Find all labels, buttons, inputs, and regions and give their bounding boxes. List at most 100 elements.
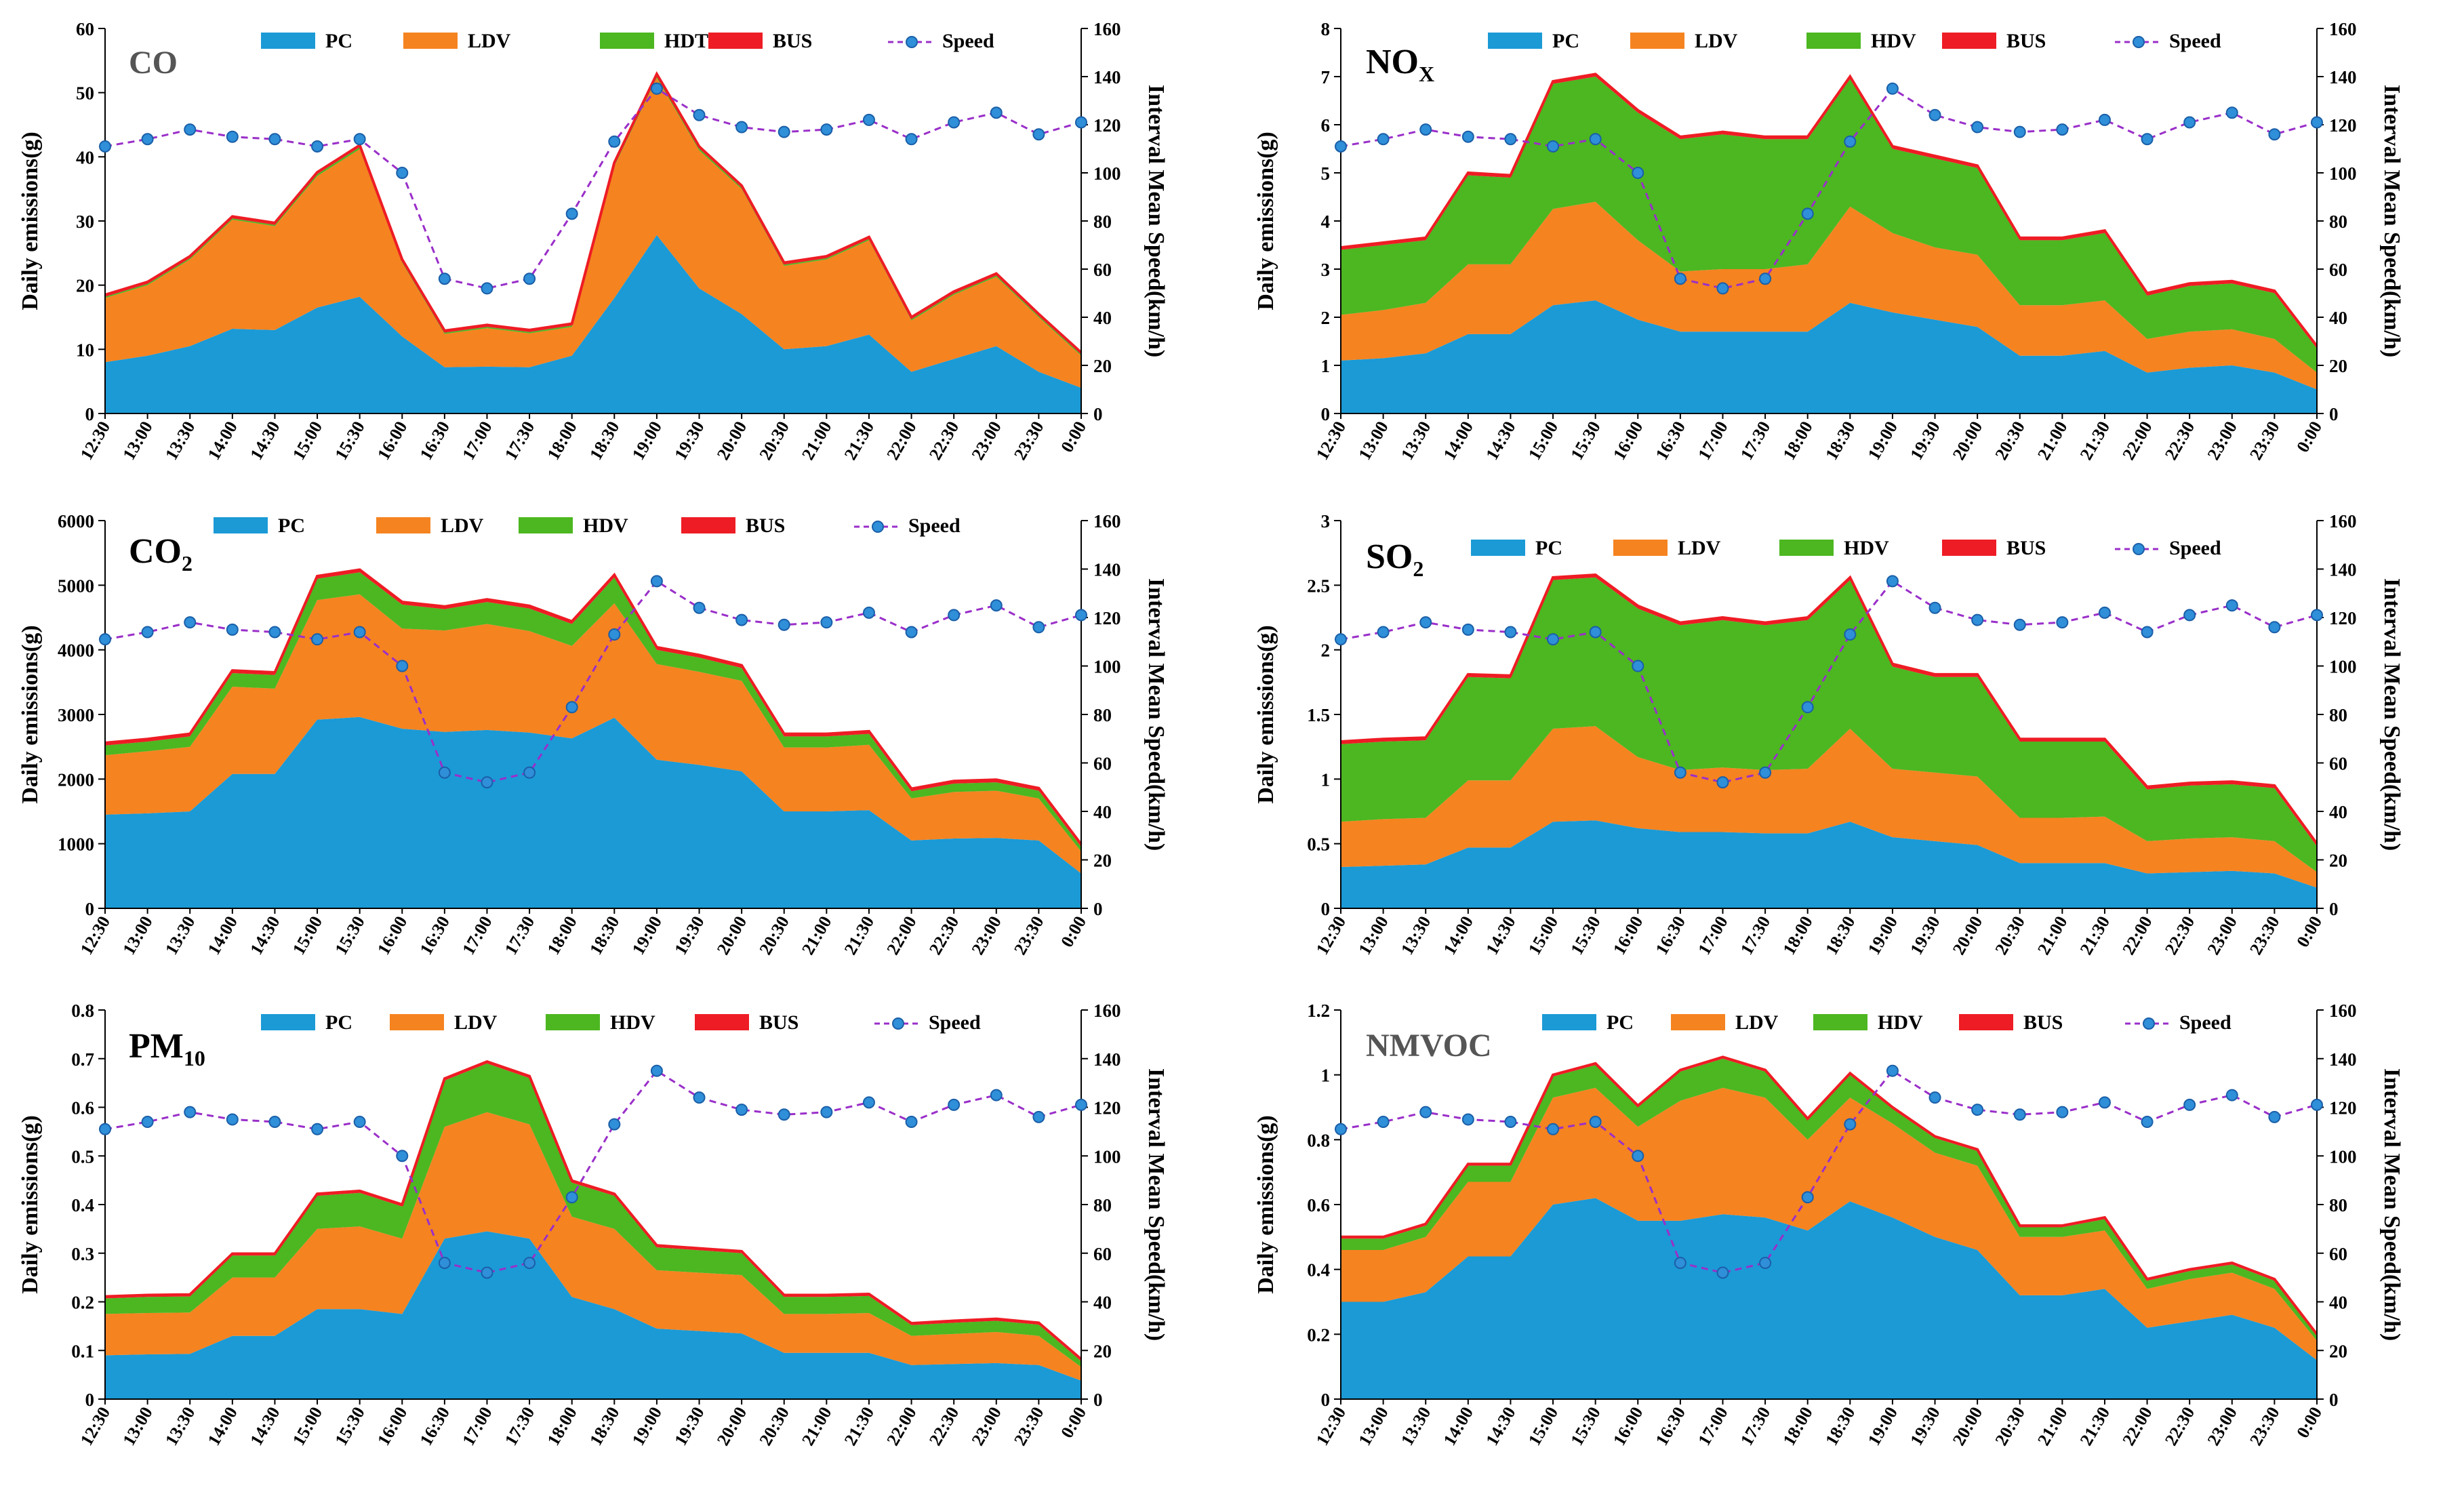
speed-point xyxy=(353,626,366,639)
x-tick-label: 20:00 xyxy=(1949,913,1986,958)
x-tick-label: 18:30 xyxy=(1821,1404,1859,1449)
x-tick-label: 16:30 xyxy=(416,1404,453,1449)
speed-point xyxy=(862,1096,875,1109)
speed-point xyxy=(2013,1108,2026,1121)
speed-point xyxy=(1419,616,1432,629)
x-tick-label: 20:30 xyxy=(1991,418,2028,464)
x-tick-label: 15:00 xyxy=(289,913,326,958)
speed-point xyxy=(2098,606,2111,619)
y2-tick-label: 160 xyxy=(2329,511,2357,531)
area-pc xyxy=(1341,820,2317,908)
y-tick-label: 3 xyxy=(1321,511,1331,531)
y2-tick-label: 140 xyxy=(2329,560,2357,580)
y-tick-label: 0.1 xyxy=(71,1341,94,1361)
legend-marker-speed xyxy=(2143,1017,2155,1030)
legend-label-pc: PC xyxy=(1552,30,1579,52)
speed-point xyxy=(905,1116,918,1129)
legend-swatch-hdv xyxy=(519,517,573,533)
y-tick-label: 0.3 xyxy=(71,1244,94,1264)
speed-point xyxy=(1461,623,1474,636)
x-tick-label: 21:00 xyxy=(798,913,835,958)
speed-point xyxy=(2098,113,2111,126)
speed-point xyxy=(1759,766,1772,779)
x-tick-label: 19:30 xyxy=(670,1404,708,1449)
x-tick-label: 16:00 xyxy=(1609,913,1647,958)
y2-tick-label: 60 xyxy=(2329,754,2347,774)
speed-point xyxy=(1674,766,1687,779)
speed-point xyxy=(2225,1089,2238,1102)
legend-marker-speed xyxy=(892,1017,904,1030)
y-tick-label: 60 xyxy=(76,19,94,39)
legend-marker-speed xyxy=(2133,543,2145,555)
y2-tick-label: 120 xyxy=(2329,115,2357,136)
y2-tick-label: 140 xyxy=(1093,560,1121,580)
y2-axis-title: Interval Mean Speed(km/h) xyxy=(1144,1068,1169,1341)
x-tick-label: 12:30 xyxy=(1312,913,1350,958)
y2-tick-label: 60 xyxy=(2329,260,2347,280)
speed-point xyxy=(1928,601,1941,614)
speed-point xyxy=(820,123,833,136)
speed-point xyxy=(1504,1116,1517,1129)
speed-point xyxy=(1377,133,1390,146)
speed-point xyxy=(2268,1110,2281,1123)
speed-point xyxy=(1632,167,1644,179)
chart-title: SO2 xyxy=(1366,538,1423,581)
y-tick-label: 1.2 xyxy=(1307,1001,1330,1021)
x-tick-label: 21:00 xyxy=(798,418,835,464)
speed-point xyxy=(2098,1096,2111,1109)
x-tick-label: 13:30 xyxy=(161,418,199,464)
speed-point xyxy=(948,1098,961,1111)
y2-tick-label: 0 xyxy=(2329,899,2339,919)
x-tick-label: 17:00 xyxy=(1694,1404,1731,1449)
x-tick-label: 18:00 xyxy=(543,1404,580,1449)
speed-point xyxy=(396,1150,409,1163)
y-tick-label: 2 xyxy=(1321,308,1331,328)
y2-tick-label: 40 xyxy=(2329,308,2347,328)
speed-point xyxy=(1589,133,1602,146)
y2-tick-label: 120 xyxy=(2329,608,2357,628)
y2-tick-label: 40 xyxy=(1093,308,1112,328)
y2-tick-label: 40 xyxy=(1093,1293,1112,1313)
legend-label-speed: Speed xyxy=(908,514,961,537)
legend-swatch-ldv xyxy=(1613,540,1668,556)
y-axis-title: Daily emissions(g) xyxy=(1253,1115,1278,1294)
speed-point xyxy=(1844,135,1857,148)
x-tick-label: 15:30 xyxy=(1567,1404,1604,1449)
x-tick-label: 16:00 xyxy=(373,418,411,464)
y2-tick-label: 20 xyxy=(2329,851,2347,871)
y-axis-title: Daily emissions(g) xyxy=(1253,625,1278,804)
speed-point xyxy=(268,626,281,639)
x-tick-label: 17:00 xyxy=(1694,418,1731,464)
speed-point xyxy=(1589,1116,1602,1129)
speed-point xyxy=(820,1106,833,1118)
y2-axis-title: Interval Mean Speed(km/h) xyxy=(2379,1068,2404,1341)
y-tick-label: 50 xyxy=(76,83,94,104)
x-tick-label: 12:30 xyxy=(77,913,114,958)
y-tick-label: 1 xyxy=(1321,769,1331,790)
x-tick-label: 0:00 xyxy=(2293,1404,2326,1442)
x-tick-label: 18:30 xyxy=(586,913,623,958)
speed-point xyxy=(1032,621,1045,634)
x-tick-label: 17:30 xyxy=(501,1404,538,1449)
speed-point xyxy=(141,133,154,146)
x-tick-label: 21:30 xyxy=(2076,1404,2114,1449)
y-tick-label: 2 xyxy=(1321,641,1331,661)
speed-point xyxy=(1504,626,1517,639)
legend-swatch-hdt xyxy=(600,33,654,49)
x-tick-label: 17:30 xyxy=(501,418,538,464)
y-tick-label: 0 xyxy=(85,899,95,919)
x-tick-label: 23:30 xyxy=(2246,418,2283,464)
speed-point xyxy=(735,1104,748,1116)
x-tick-label: 17:00 xyxy=(1694,913,1731,958)
speed-point xyxy=(565,701,578,714)
y-tick-label: 10 xyxy=(76,340,94,360)
y2-tick-label: 60 xyxy=(1093,1244,1112,1264)
x-tick-label: 21:30 xyxy=(841,913,878,958)
speed-point xyxy=(1801,207,1814,220)
speed-point xyxy=(1716,776,1729,789)
speed-point xyxy=(1504,133,1517,146)
legend-label-ldv: LDV xyxy=(1678,537,1721,559)
speed-point xyxy=(438,766,451,779)
x-tick-label: 0:00 xyxy=(1057,1404,1090,1442)
x-tick-label: 20:00 xyxy=(713,418,750,464)
